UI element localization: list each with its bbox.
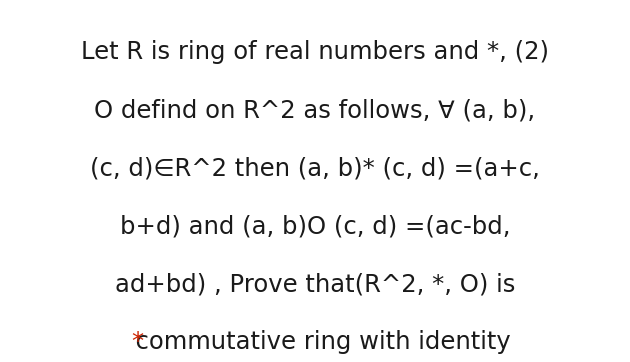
Text: Let R is ring of real numbers and *, (2): Let R is ring of real numbers and *, (2): [81, 41, 549, 64]
Text: *: *: [131, 330, 144, 354]
Text: b+d) and (a, b)O (c, d) =(ac-bd,: b+d) and (a, b)O (c, d) =(ac-bd,: [120, 214, 510, 238]
Text: ad+bd) , Prove that(R^2, *, O) is: ad+bd) , Prove that(R^2, *, O) is: [115, 272, 515, 296]
Text: (c, d)∈R^2 then (a, b)* (c, d) =(a+c,: (c, d)∈R^2 then (a, b)* (c, d) =(a+c,: [90, 156, 540, 180]
Text: commutative ring with identity: commutative ring with identity: [120, 330, 510, 354]
Text: O defind on R^2 as follows, ∀ (a, b),: O defind on R^2 as follows, ∀ (a, b),: [94, 98, 536, 122]
